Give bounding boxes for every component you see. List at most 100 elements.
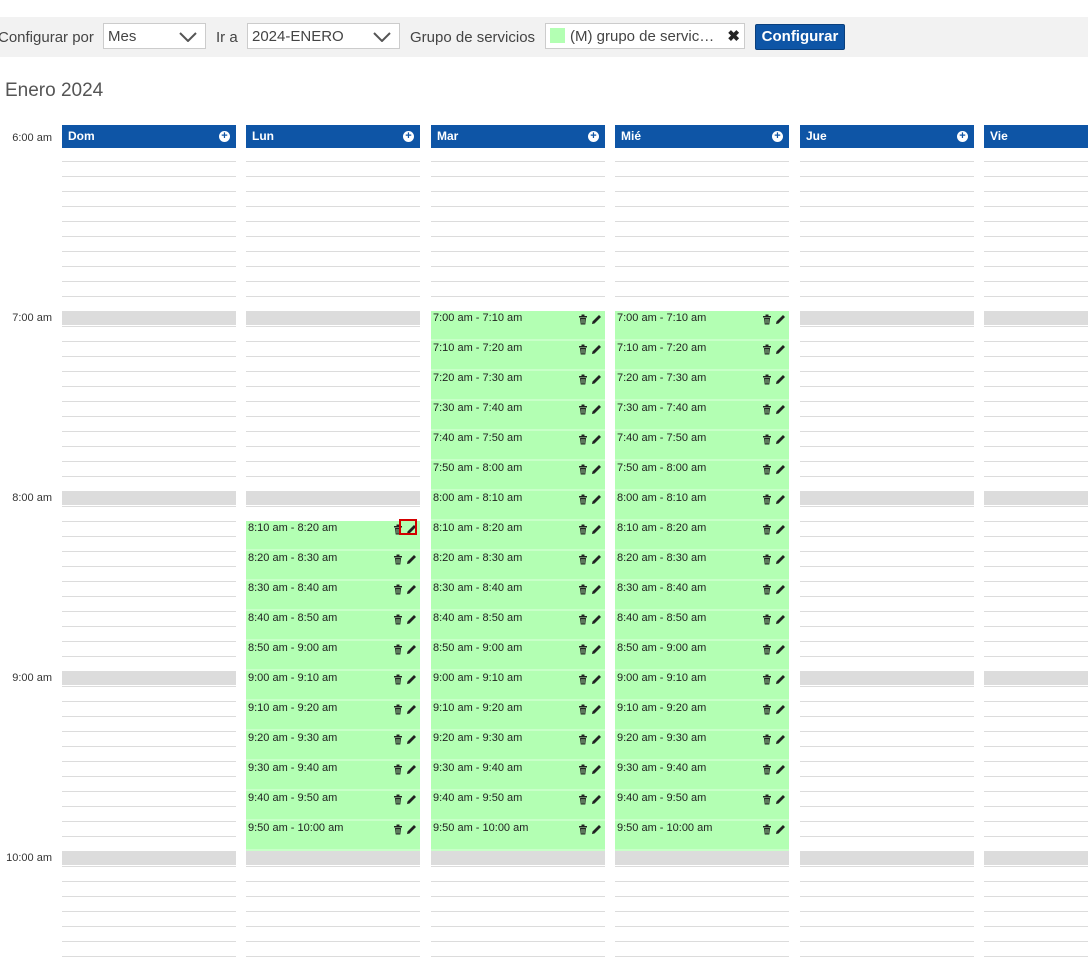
- pencil-icon[interactable]: [591, 792, 602, 810]
- trash-icon[interactable]: [393, 612, 403, 630]
- trash-icon[interactable]: [393, 672, 403, 690]
- time-slot[interactable]: 8:30 am - 8:40 am: [615, 581, 789, 611]
- service-group-select[interactable]: (M) grupo de servic… ✖: [545, 23, 745, 49]
- pencil-icon[interactable]: [775, 792, 786, 810]
- pencil-icon[interactable]: [406, 672, 417, 690]
- time-slot[interactable]: 9:40 am - 9:50 am: [246, 791, 420, 821]
- pencil-icon[interactable]: [775, 522, 786, 540]
- trash-icon[interactable]: [762, 522, 772, 540]
- time-slot[interactable]: 9:30 am - 9:40 am: [431, 761, 605, 791]
- configure-by-select[interactable]: Mes: [103, 23, 206, 49]
- time-slot[interactable]: 7:00 am - 7:10 am: [431, 311, 605, 341]
- trash-icon[interactable]: [762, 462, 772, 480]
- time-slot[interactable]: 9:10 am - 9:20 am: [615, 701, 789, 731]
- trash-icon[interactable]: [762, 612, 772, 630]
- time-slot[interactable]: 9:00 am - 9:10 am: [615, 671, 789, 701]
- pencil-icon[interactable]: [406, 702, 417, 720]
- trash-icon[interactable]: [393, 792, 403, 810]
- time-slot[interactable]: 9:10 am - 9:20 am: [246, 701, 420, 731]
- trash-icon[interactable]: [393, 732, 403, 750]
- add-slot-icon[interactable]: +: [957, 131, 968, 142]
- go-to-select[interactable]: 2024-ENERO: [247, 23, 400, 49]
- pencil-icon[interactable]: [775, 312, 786, 330]
- time-slot[interactable]: 8:20 am - 8:30 am: [615, 551, 789, 581]
- time-slot[interactable]: 9:30 am - 9:40 am: [615, 761, 789, 791]
- time-slot[interactable]: 8:30 am - 8:40 am: [431, 581, 605, 611]
- pencil-icon[interactable]: [406, 642, 417, 660]
- trash-icon[interactable]: [578, 672, 588, 690]
- pencil-icon[interactable]: [775, 672, 786, 690]
- pencil-icon[interactable]: [406, 612, 417, 630]
- trash-icon[interactable]: [578, 612, 588, 630]
- trash-icon[interactable]: [762, 702, 772, 720]
- pencil-icon[interactable]: [775, 642, 786, 660]
- time-slot[interactable]: 9:00 am - 9:10 am: [431, 671, 605, 701]
- trash-icon[interactable]: [762, 672, 772, 690]
- trash-icon[interactable]: [762, 552, 772, 570]
- time-slot[interactable]: 7:10 am - 7:20 am: [431, 341, 605, 371]
- add-slot-icon[interactable]: +: [403, 131, 414, 142]
- add-slot-icon[interactable]: +: [588, 131, 599, 142]
- time-slot[interactable]: 9:30 am - 9:40 am: [246, 761, 420, 791]
- pencil-icon[interactable]: [775, 612, 786, 630]
- pencil-icon[interactable]: [591, 312, 602, 330]
- pencil-icon[interactable]: [775, 822, 786, 840]
- trash-icon[interactable]: [578, 642, 588, 660]
- trash-icon[interactable]: [393, 762, 403, 780]
- trash-icon[interactable]: [393, 702, 403, 720]
- add-slot-icon[interactable]: +: [772, 131, 783, 142]
- trash-icon[interactable]: [762, 402, 772, 420]
- trash-icon[interactable]: [393, 582, 403, 600]
- time-slot[interactable]: 9:20 am - 9:30 am: [431, 731, 605, 761]
- time-slot[interactable]: 7:30 am - 7:40 am: [615, 401, 789, 431]
- trash-icon[interactable]: [762, 762, 772, 780]
- trash-icon[interactable]: [762, 372, 772, 390]
- time-slot[interactable]: 8:10 am - 8:20 am: [246, 521, 420, 551]
- pencil-icon[interactable]: [591, 702, 602, 720]
- time-slot[interactable]: 7:50 am - 8:00 am: [431, 461, 605, 491]
- time-slot[interactable]: 8:30 am - 8:40 am: [246, 581, 420, 611]
- pencil-icon[interactable]: [406, 732, 417, 750]
- trash-icon[interactable]: [762, 792, 772, 810]
- pencil-icon[interactable]: [591, 582, 602, 600]
- pencil-icon[interactable]: [775, 582, 786, 600]
- trash-icon[interactable]: [393, 642, 403, 660]
- trash-icon[interactable]: [762, 492, 772, 510]
- pencil-icon[interactable]: [775, 432, 786, 450]
- time-slot[interactable]: 9:40 am - 9:50 am: [431, 791, 605, 821]
- time-slot[interactable]: 8:20 am - 8:30 am: [246, 551, 420, 581]
- trash-icon[interactable]: [578, 522, 588, 540]
- time-slot[interactable]: 8:20 am - 8:30 am: [431, 551, 605, 581]
- pencil-icon[interactable]: [591, 552, 602, 570]
- time-slot[interactable]: 9:50 am - 10:00 am: [246, 821, 420, 851]
- trash-icon[interactable]: [762, 342, 772, 360]
- trash-icon[interactable]: [393, 822, 403, 840]
- time-slot[interactable]: 9:00 am - 9:10 am: [246, 671, 420, 701]
- time-slot[interactable]: 7:20 am - 7:30 am: [615, 371, 789, 401]
- pencil-icon[interactable]: [775, 462, 786, 480]
- trash-icon[interactable]: [578, 462, 588, 480]
- trash-icon[interactable]: [578, 822, 588, 840]
- pencil-icon[interactable]: [591, 432, 602, 450]
- pencil-icon[interactable]: [406, 762, 417, 780]
- pencil-icon[interactable]: [591, 492, 602, 510]
- pencil-icon[interactable]: [775, 372, 786, 390]
- time-slot[interactable]: 7:40 am - 7:50 am: [615, 431, 789, 461]
- time-slot[interactable]: 8:50 am - 9:00 am: [431, 641, 605, 671]
- time-slot[interactable]: 8:40 am - 8:50 am: [615, 611, 789, 641]
- time-slot[interactable]: 9:10 am - 9:20 am: [431, 701, 605, 731]
- time-slot[interactable]: 9:50 am - 10:00 am: [431, 821, 605, 851]
- trash-icon[interactable]: [578, 432, 588, 450]
- time-slot[interactable]: 9:40 am - 9:50 am: [615, 791, 789, 821]
- trash-icon[interactable]: [762, 312, 772, 330]
- trash-icon[interactable]: [762, 732, 772, 750]
- time-slot[interactable]: 7:20 am - 7:30 am: [431, 371, 605, 401]
- pencil-icon[interactable]: [406, 522, 417, 540]
- pencil-icon[interactable]: [775, 762, 786, 780]
- pencil-icon[interactable]: [591, 522, 602, 540]
- time-slot[interactable]: 8:50 am - 9:00 am: [615, 641, 789, 671]
- trash-icon[interactable]: [762, 642, 772, 660]
- pencil-icon[interactable]: [406, 582, 417, 600]
- trash-icon[interactable]: [578, 582, 588, 600]
- time-slot[interactable]: 7:30 am - 7:40 am: [431, 401, 605, 431]
